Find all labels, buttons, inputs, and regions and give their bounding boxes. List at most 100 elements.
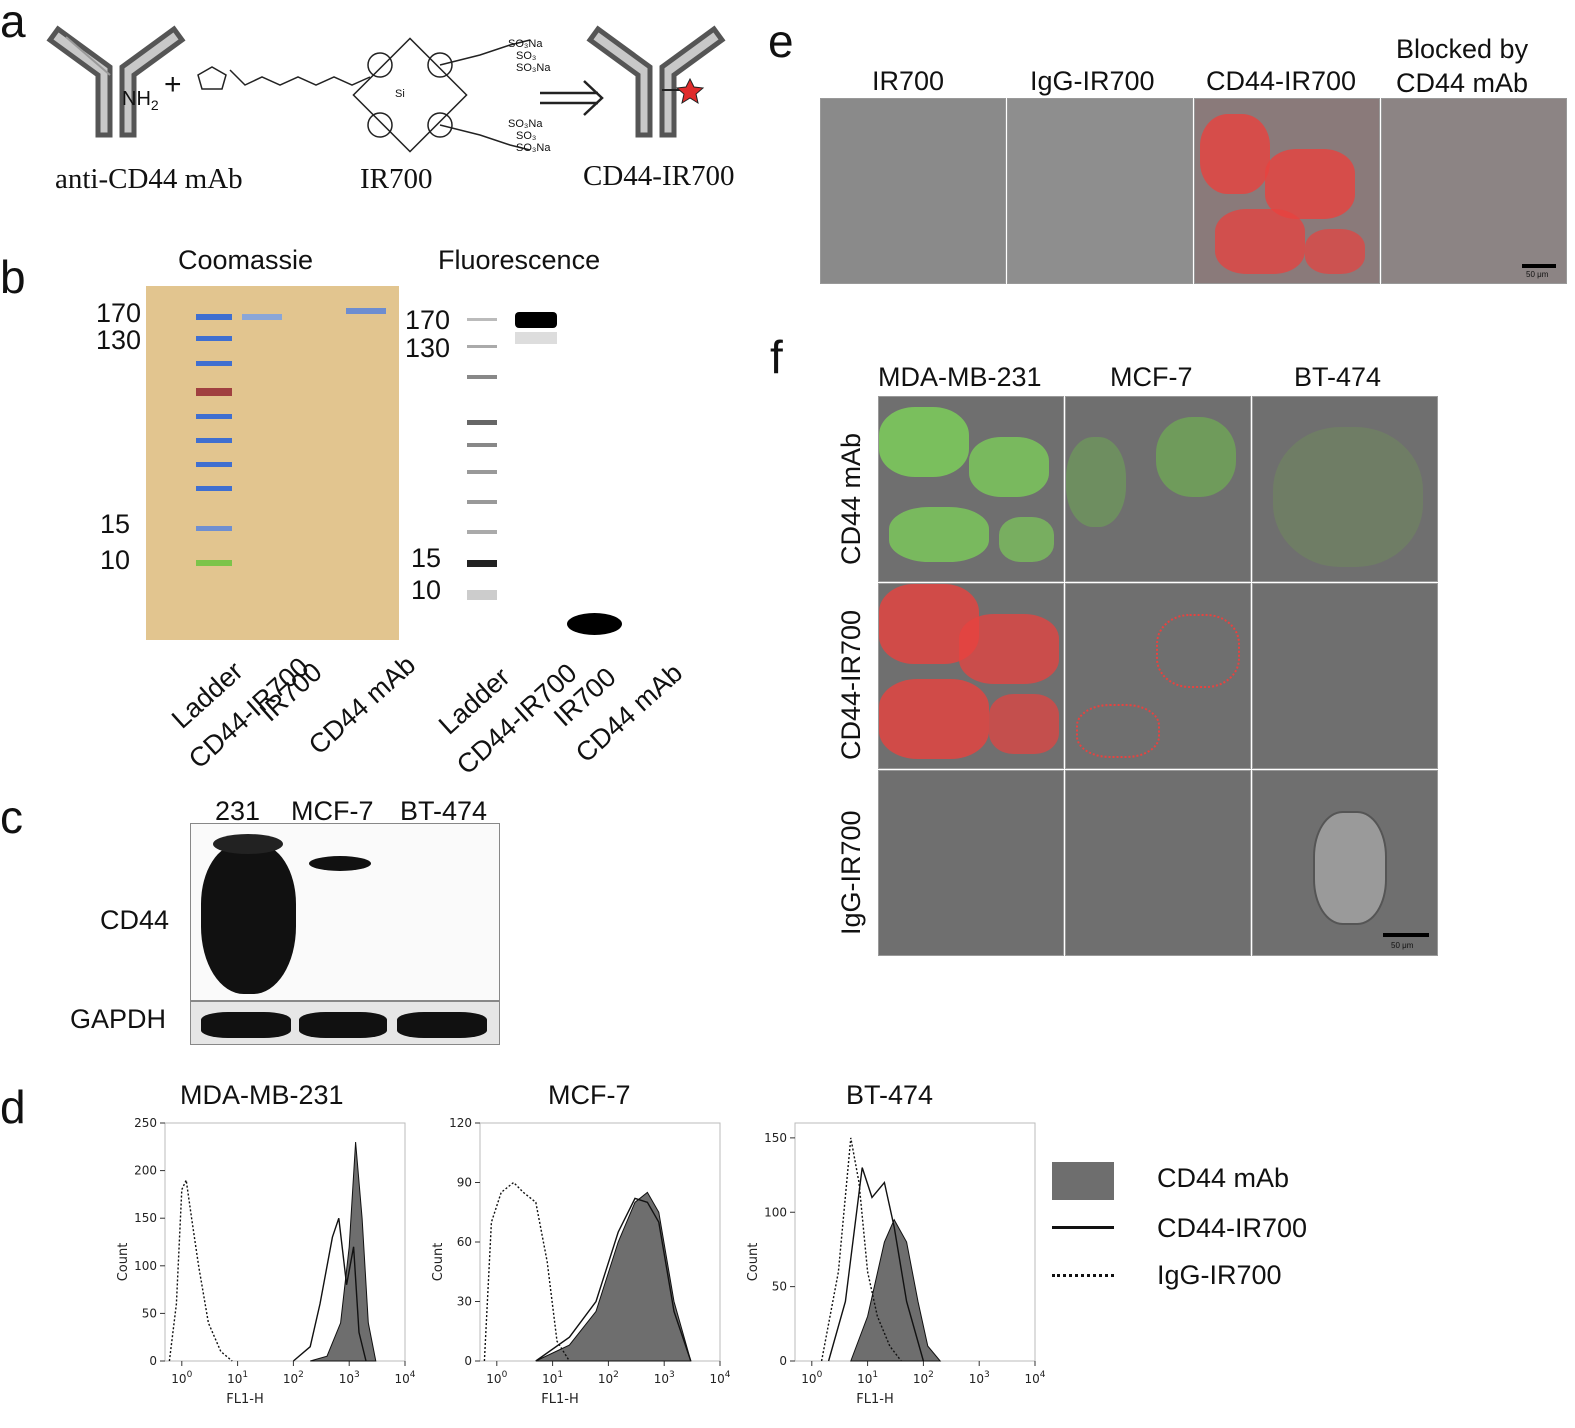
y-tick-label: 100 (764, 1205, 787, 1219)
f-row-cd44-mab: CD44 mAb (836, 432, 866, 565)
chem-so3na-6: SO₃Na (516, 142, 551, 154)
y-tick-label: 200 (134, 1164, 157, 1178)
y-tick-label: 50 (142, 1306, 157, 1320)
legend-label-cd44-ir700: CD44-IR700 (1157, 1213, 1308, 1243)
y-tick-label: 0 (779, 1354, 787, 1368)
e-col-blocked-line2: CD44 mAb (1396, 68, 1529, 98)
nhs-ester-structure (197, 66, 371, 90)
f-image-mcf7-cd44-ir700 (1065, 583, 1251, 769)
chem-si-label: Si (395, 88, 405, 100)
ir700-label: IR700 (360, 163, 433, 195)
x-tick-label: 102 (913, 1370, 934, 1386)
e-image-ir700 (820, 98, 1006, 284)
x-axis-label: FL1-H (226, 1392, 263, 1407)
histogram-mcf-7: 0 30 60 90 120 100 101 102 103 104 FL1-H Count (431, 1116, 730, 1407)
f-col-bt474: BT-474 (1294, 362, 1382, 392)
wb-cd44-blot (190, 823, 500, 1001)
hist-title-mda: MDA-MB-231 (180, 1080, 344, 1110)
y-tick-label: 0 (464, 1354, 472, 1368)
f-row-igg-ir700: IgG-IR700 (836, 810, 866, 935)
e-image-igg-ir700 (1007, 98, 1193, 284)
y-tick-label: 50 (772, 1280, 787, 1294)
e-col-igg-ir700: IgG-IR700 (1030, 66, 1155, 96)
wb-lane-231: 231 (215, 796, 261, 826)
panel-letter-e: e (768, 15, 794, 67)
chem-so3-2: SO₃ (516, 50, 537, 62)
e-scalebar (1522, 264, 1556, 268)
fluor-marker-10: 10 (411, 575, 442, 605)
x-tick-label: 103 (339, 1370, 360, 1386)
y-tick-label: 250 (134, 1116, 157, 1130)
x-tick-label: 101 (542, 1370, 563, 1386)
coomassie-marker-170: 170 (96, 298, 142, 328)
y-tick-label: 150 (764, 1131, 787, 1145)
x-tick-label: 101 (857, 1370, 878, 1386)
f-image-mda-cd44-ir700 (878, 583, 1064, 769)
nh2-label: NH (122, 88, 151, 110)
f-scalebar (1383, 933, 1429, 937)
wb-row-cd44: CD44 (100, 905, 170, 935)
x-tick-label: 102 (598, 1370, 619, 1386)
fluor-marker-15: 15 (411, 543, 442, 573)
coomassie-lane-cd44-mab: CD44 mAb (303, 649, 422, 761)
panel-letter-d: d (0, 1081, 26, 1133)
fluorescence-gel (455, 290, 680, 645)
series-cd44-mab (850, 1218, 942, 1362)
panel-letter-a: a (0, 0, 26, 47)
fluor-marker-170: 170 (405, 305, 451, 335)
series-cd44-mab (535, 1191, 692, 1362)
coomassie-marker-130: 130 (96, 325, 142, 355)
e-image-blocked: 50 μm (1381, 98, 1567, 284)
y-tick-label: 60 (457, 1235, 472, 1249)
x-tick-label: 104 (394, 1370, 415, 1386)
e-col-blocked-line1: Blocked by (1396, 34, 1529, 64)
e-scalebar-label: 50 μm (1526, 270, 1549, 279)
hist-title-mcf7: MCF-7 (548, 1080, 631, 1110)
panel-letter-f: f (770, 331, 783, 383)
x-axis-label: FL1-H (541, 1392, 578, 1407)
f-image-bt474-cd44-mab (1252, 396, 1438, 582)
f-image-bt474-igg-ir700: 50 μm (1252, 770, 1438, 956)
legend-label-igg-ir700: IgG-IR700 (1157, 1260, 1282, 1290)
y-axis-label: Count (746, 1243, 761, 1282)
coomassie-marker-15: 15 (100, 509, 131, 539)
f-row-cd44-ir700: CD44-IR700 (836, 609, 866, 760)
x-tick-label: 104 (709, 1370, 730, 1386)
f-image-mcf7-igg-ir700 (1065, 770, 1251, 956)
coomassie-marker-10: 10 (100, 545, 131, 575)
f-col-mcf7: MCF-7 (1110, 362, 1193, 392)
plus-sign: + (164, 68, 182, 101)
y-tick-label: 150 (134, 1211, 157, 1225)
x-tick-label: 103 (969, 1370, 990, 1386)
nh2-subscript: 2 (150, 97, 159, 113)
e-col-cd44-ir700: CD44-IR700 (1206, 66, 1357, 96)
series-igg-ir700 (820, 1137, 902, 1362)
fluor-marker-130: 130 (405, 333, 451, 363)
conjugated-antibody-icon (586, 25, 726, 138)
e-col-ir700: IR700 (872, 66, 945, 96)
f-image-bt474-cd44-ir700 (1252, 583, 1438, 769)
f-scalebar-label: 50 μm (1391, 941, 1414, 950)
chem-so3-5: SO₃ (516, 130, 537, 142)
x-tick-label: 102 (283, 1370, 304, 1386)
coomassie-gel (146, 286, 399, 640)
antibody-icon (46, 25, 186, 138)
e-image-cd44-ir700 (1194, 98, 1380, 284)
series-cd44-ir700 (827, 1167, 925, 1362)
x-tick-label: 100 (801, 1370, 822, 1386)
chem-so3na-4: SO₃Na (508, 118, 543, 130)
conjugation-scheme (46, 25, 726, 153)
x-axis-label: FL1-H (856, 1392, 893, 1407)
x-tick-label: 100 (486, 1370, 507, 1386)
f-image-mda-cd44-mab (878, 396, 1064, 582)
series-cd44-ir700 (535, 1197, 692, 1362)
y-tick-label: 0 (149, 1354, 157, 1368)
series-igg-ir700 (483, 1181, 570, 1362)
x-tick-label: 103 (654, 1370, 675, 1386)
antibody-label: anti-CD44 mAb (55, 163, 243, 195)
product-label: CD44-IR700 (583, 160, 735, 192)
chem-so3na-3: SO₃Na (516, 62, 551, 74)
star-icon (675, 77, 705, 105)
y-tick-label: 90 (457, 1176, 472, 1190)
f-image-mda-igg-ir700 (878, 770, 1064, 956)
